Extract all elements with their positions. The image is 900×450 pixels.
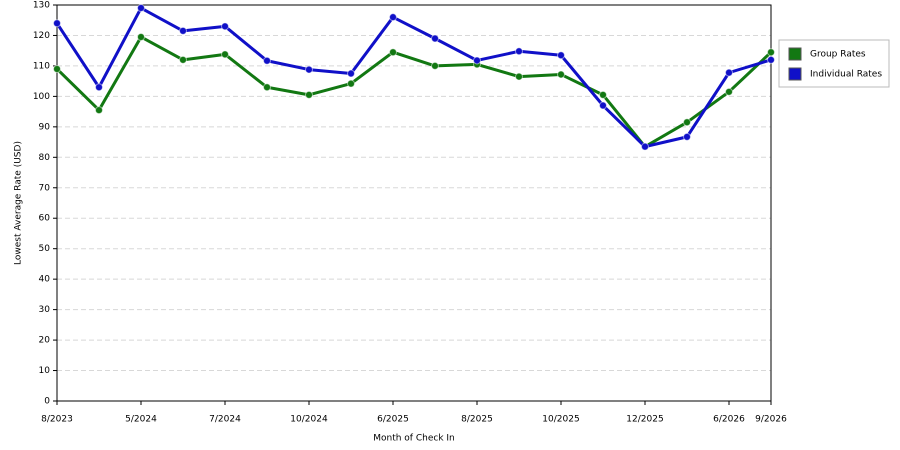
y-tick-label: 90 [39, 122, 51, 132]
x-tick-label: 10/2024 [290, 415, 328, 425]
series-line [55, 6, 772, 149]
x-tick-label: 5/2024 [125, 415, 157, 425]
data-point [137, 32, 145, 41]
y-tick-label: 130 [33, 1, 50, 11]
data-point [683, 132, 691, 141]
data-point [263, 83, 271, 92]
x-axis-title: Month of Check In [373, 434, 455, 444]
data-point [221, 22, 229, 31]
y-tick-label: 110 [33, 61, 50, 71]
data-point [179, 26, 187, 35]
data-point [767, 48, 775, 57]
legend-swatch [788, 67, 802, 81]
data-point [515, 72, 523, 81]
data-point [431, 61, 439, 70]
x-tick-label: 10/2025 [542, 415, 579, 425]
data-point [179, 55, 187, 64]
y-tick-label: 10 [39, 366, 51, 376]
data-point [137, 4, 145, 13]
legend-label: Group Rates [810, 50, 866, 60]
series-line [55, 35, 773, 149]
data-point [53, 64, 61, 73]
x-tick-label: 9/2026 [755, 415, 787, 425]
data-point [767, 55, 775, 64]
data-point [95, 106, 103, 115]
y-tick-label: 20 [39, 336, 51, 346]
x-tick-label: 12/2025 [626, 415, 663, 425]
data-point [263, 56, 271, 65]
data-point [599, 90, 607, 99]
data-point [683, 118, 691, 127]
data-point [725, 87, 733, 96]
data-point [599, 101, 607, 110]
data-point [53, 19, 61, 28]
data-point [305, 65, 313, 74]
y-tick-label: 70 [39, 183, 51, 193]
y-axis-title: Lowest Average Rate (USD) [14, 141, 24, 265]
data-point [473, 56, 481, 65]
y-tick-label: 0 [44, 397, 50, 407]
data-point [641, 142, 649, 151]
y-tick-label: 50 [39, 244, 51, 254]
y-tick-label: 40 [39, 275, 51, 285]
y-tick-label: 120 [33, 31, 50, 41]
data-point [305, 90, 313, 99]
data-point [347, 79, 355, 88]
plot-frame [56, 4, 772, 402]
data-point [221, 50, 229, 59]
x-tick-label: 8/2023 [41, 415, 73, 425]
x-tick-label: 8/2025 [461, 415, 493, 425]
y-tick-label: 100 [33, 92, 50, 102]
data-point [389, 13, 397, 22]
legend-label: Individual Rates [810, 70, 882, 80]
x-tick-label: 7/2024 [209, 415, 241, 425]
y-tick-label: 80 [39, 153, 51, 163]
y-tick-label: 60 [39, 214, 51, 224]
legend-swatch [788, 47, 802, 61]
data-point [431, 34, 439, 43]
y-tick-label: 30 [39, 305, 51, 315]
x-tick-label: 6/2025 [377, 415, 409, 425]
data-point [515, 47, 523, 56]
data-point [347, 69, 355, 78]
data-point [557, 51, 565, 60]
x-tick-label: 6/2026 [713, 415, 745, 425]
data-point [557, 70, 565, 79]
data-point [725, 68, 733, 77]
data-point [95, 83, 103, 92]
data-point [389, 48, 397, 57]
